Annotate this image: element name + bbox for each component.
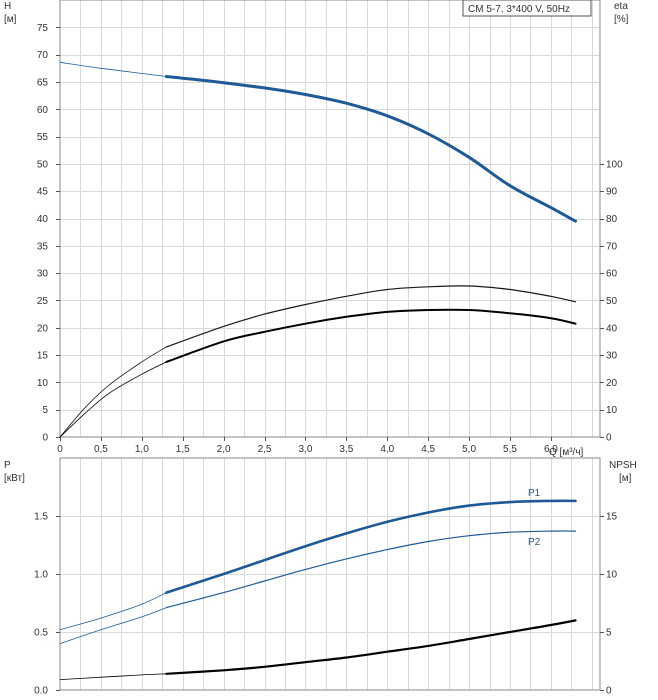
x-tick-label: 5,5	[503, 444, 517, 455]
y-right-tick-label: 5	[606, 628, 612, 639]
npsh-axis-unit: [м]	[619, 473, 632, 484]
y-left-tick-label: 45	[37, 187, 49, 198]
x-tick-label: 1,0	[135, 444, 149, 455]
head-efficiency-panel: 0 5 10 15 20 25 30 35 40 45 50 55 60 65 70 75 0 10 20 30 40 5…	[4, 0, 629, 458]
x-tick-label: 0	[57, 444, 63, 455]
x-tick-label: 3,0	[299, 444, 313, 455]
x-tick-label: 4,5	[421, 444, 435, 455]
y-left-tick-label: 65	[37, 77, 49, 88]
y-right-tick-label: 40	[606, 323, 618, 334]
y-right-tick-label: 10	[606, 405, 618, 416]
power-npsh-panel: 0.0 0.5 1.0 1.5 0 5 10 15 P [кВт] NPSH [м] P1 P…	[4, 457, 637, 697]
y-right-tick-label: 10	[606, 570, 618, 581]
p1-curve-label: P1	[528, 488, 541, 499]
y-right-tick-label: 20	[606, 378, 618, 389]
y-right-tick-label: 0	[606, 686, 612, 697]
x-tick-label: 6,0	[544, 444, 558, 455]
x-tick-label: 1,5	[176, 444, 190, 455]
chart-title-box	[462, 0, 592, 17]
y-left-tick-label: 60	[37, 105, 49, 116]
npsh-axis-label: NPSH	[609, 460, 637, 471]
npsh-curve	[165, 619, 577, 675]
top-plot-frame	[59, 0, 601, 438]
y-right-tick-label: 50	[606, 296, 618, 307]
p2-curve-label: P2	[528, 537, 541, 548]
y-left-tick-label: 15	[37, 351, 49, 362]
eta-pump-curve-extension	[59, 361, 167, 438]
h-curve	[164, 75, 577, 223]
eta-curve	[165, 285, 577, 348]
y-left-tick-label: 1.0	[34, 570, 48, 581]
p2-curve-extension	[59, 607, 167, 644]
y-right-tick-label: 30	[606, 351, 618, 362]
y-right-tick-label: 70	[606, 241, 618, 252]
p-axis-unit: [кВт]	[4, 473, 25, 484]
x-tick-label: 5,0	[462, 444, 476, 455]
x-tick-label: 2,5	[258, 444, 272, 455]
y-left-tick-label: 0	[42, 433, 48, 444]
y-left-tick-label: 0.0	[34, 686, 48, 697]
chart-title: CM 5-7, 3*400 V, 50Hz	[468, 4, 570, 15]
y-left-tick-label: 70	[37, 50, 49, 61]
q-axis-label: Q [м³/ч]	[549, 447, 584, 458]
y-right-tick-label: 15	[606, 512, 618, 523]
eta-pump-curve	[165, 308, 577, 363]
y-left-tick-label: 20	[37, 323, 49, 334]
y-left-tick-label: 40	[37, 214, 49, 225]
y-left-tick-label: 50	[37, 159, 49, 170]
y-left-tick-label: 35	[37, 241, 49, 252]
p1-curve-extension	[59, 592, 167, 631]
y-left-tick-label: 5	[42, 405, 48, 416]
x-tick-label: 4,0	[380, 444, 394, 455]
y-left-tick-label: 10	[37, 378, 49, 389]
eta-axis-label: eta	[614, 1, 628, 12]
h-curve-extension	[59, 61, 167, 77]
p-axis-label: P	[4, 460, 11, 471]
h-axis-unit: [м]	[4, 14, 17, 25]
eta-axis-unit: [%]	[614, 14, 629, 25]
h-axis-label: H	[4, 1, 11, 12]
y-right-tick-label: 90	[606, 187, 618, 198]
y-left-tick-label: 30	[37, 269, 49, 280]
npsh-curve-extension	[59, 673, 167, 680]
y-left-tick-label: 1.5	[34, 512, 48, 523]
y-right-tick-label: 60	[606, 269, 618, 280]
eta-curve-extension	[59, 346, 167, 438]
x-tick-label: 3,5	[339, 444, 353, 455]
y-right-tick-label: 100	[606, 159, 623, 170]
y-left-tick-label: 55	[37, 132, 49, 143]
y-right-tick-label: 0	[606, 433, 612, 444]
x-tick-label: 0,5	[94, 444, 108, 455]
p1-curve	[165, 499, 577, 594]
y-left-tick-label: 0.5	[34, 628, 48, 639]
p2-curve	[165, 530, 577, 609]
x-tick-label: 2,0	[217, 444, 231, 455]
y-right-tick-label: 80	[606, 214, 618, 225]
y-left-tick-label: 75	[37, 23, 49, 34]
y-left-tick-label: 25	[37, 296, 49, 307]
